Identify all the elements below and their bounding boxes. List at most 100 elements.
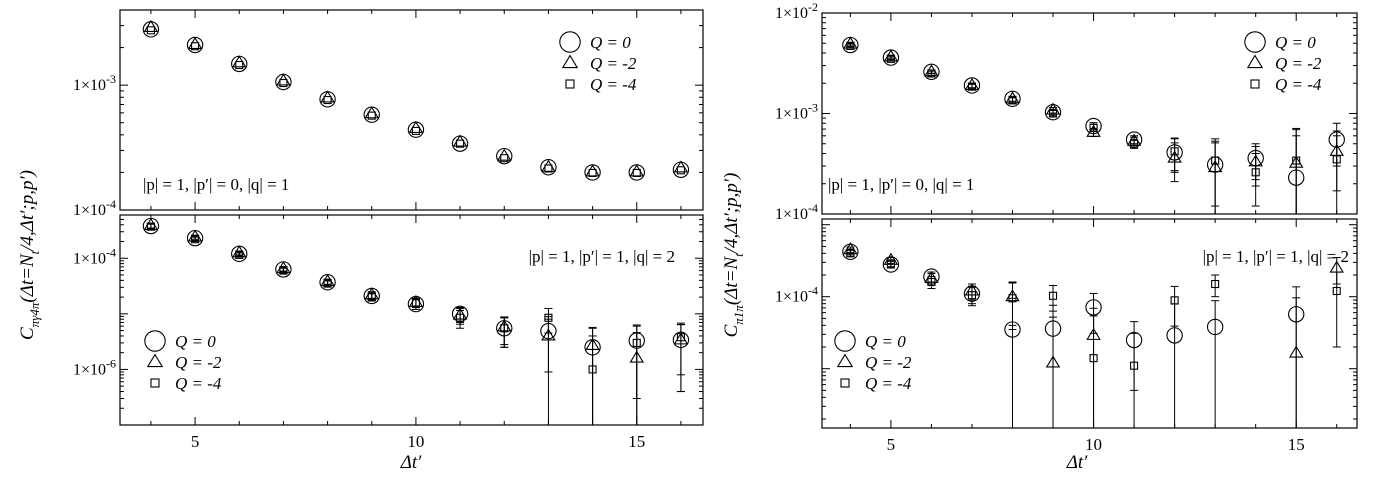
data-point-square: [191, 235, 200, 244]
data-point-square: [279, 266, 288, 275]
data-point-square: [632, 168, 641, 178]
data-point-triangle: [1045, 355, 1061, 368]
data-point-square: [1008, 96, 1017, 105]
data-point-square: [967, 291, 977, 300]
legend-label: Q = 0: [590, 33, 631, 52]
data-point-square: [279, 78, 288, 88]
left-y-axis-label: Cπγ4π(Δt=Nt/4,Δt′;p,p′): [17, 170, 42, 340]
data-point-square: [846, 41, 855, 51]
legend-marker-circle: [1244, 31, 1266, 53]
panel-frame: [119, 9, 704, 211]
panel-right-bottom: 1×10-4 5 10 15 |p| = 1, |p′| = 1, |q| = 2 Q =…: [775, 218, 1358, 454]
data-point-square: [500, 324, 509, 333]
legend-marker-square: [1250, 79, 1260, 89]
series-square: [846, 249, 1341, 428]
panel-annotation: |p| = 1, |p′| = 0, |q| = 1: [143, 175, 289, 194]
data-point-circle: [882, 256, 900, 273]
y-tick-label: 1×10-4: [775, 201, 818, 223]
data-point-square: [1048, 109, 1058, 118]
panel-annotation: |p| = 1, |p′| = 1, |q| = 2: [529, 247, 675, 266]
x-tick-label: 5: [887, 435, 896, 454]
legend-label: Q = -4: [865, 374, 912, 393]
data-point-square: [927, 69, 936, 78]
data-point-square: [1211, 156, 1220, 165]
right-x-axis-label: Δt′: [1066, 452, 1088, 473]
data-point-square: [323, 95, 332, 105]
right-y-axis-label: Cπ1π(Δt=Nt/4,Δt′;p,p′): [721, 173, 746, 338]
panel-left-top: 1×10-4 1×10-3 |p| = 1, |p′| = 0, |q| = 1 Q …: [73, 9, 704, 219]
data-point-triangle: [541, 159, 556, 172]
series-square: [146, 222, 685, 425]
data-point-square: [1170, 296, 1179, 305]
data-point-circle: [584, 164, 601, 181]
y-tick-label: 1×10-3: [73, 72, 116, 94]
left-figure: Cπγ4π(Δt=Nt/4,Δt′;p,p′) Δt′: [17, 170, 422, 473]
data-point-square: [367, 111, 376, 120]
data-point-square: [588, 365, 597, 374]
data-point-square: [1292, 156, 1301, 165]
data-point-square: [1089, 123, 1098, 132]
x-tick-label: 15: [628, 432, 645, 451]
data-point-square: [846, 249, 855, 258]
data-point-circle: [1004, 90, 1021, 108]
data-point-square: [544, 313, 553, 322]
data-point-square: [1332, 286, 1341, 296]
panel-annotation: |p| = 1, |p′| = 1, |q| = 2: [1203, 247, 1349, 266]
data-point-square: [1048, 291, 1058, 300]
legend-marker-triangle: [561, 54, 579, 69]
right-figure: Cπ1π(Δt=Nt/4,Δt′;p,p′) Δt′: [721, 173, 1088, 473]
legend-label: Q = -4: [1275, 75, 1322, 94]
legend: Q = 0 Q = -2 Q = -4: [834, 330, 912, 393]
data-point-square: [235, 60, 244, 70]
x-tick-label: 10: [407, 432, 424, 451]
data-point-square: [1089, 354, 1098, 363]
legend-label: Q = -2: [175, 353, 222, 372]
y-tick-label: 1×10-3: [775, 101, 818, 123]
y-tick-label: 1×10-4: [775, 284, 818, 306]
data-point-square: [967, 82, 977, 91]
data-point-circle: [496, 147, 513, 165]
series-circle: [842, 243, 1305, 428]
legend-label: Q = -4: [590, 75, 637, 94]
panel-right-top: 1×10-2 1×10-3 1×10-4 |p| = 1, |p′| = 0, |q|…: [775, 0, 1358, 223]
legend-label: Q = -2: [590, 54, 637, 73]
data-point-circle: [923, 63, 940, 80]
data-point-square: [1130, 139, 1139, 148]
legend-label: Q = -4: [175, 374, 222, 393]
legend-marker-circle: [144, 330, 166, 352]
data-point-circle: [963, 77, 981, 94]
series-square: [846, 41, 1341, 214]
data-point-square: [676, 166, 685, 175]
data-point-triangle: [629, 164, 645, 177]
panel-frame: [119, 214, 704, 426]
data-point-square: [544, 164, 553, 173]
data-point-square: [146, 26, 155, 35]
data-point-square: [1211, 279, 1220, 289]
data-point-square: [1008, 294, 1017, 303]
data-point-circle: [1166, 327, 1183, 344]
y-tick-label: 1×10-4: [73, 197, 116, 219]
data-point-triangle: [541, 328, 556, 341]
legend-marker-square: [565, 79, 575, 89]
data-point-square: [1332, 155, 1341, 164]
legend-label: Q = 0: [1275, 33, 1316, 52]
data-point-square: [191, 42, 200, 51]
data-point-square: [886, 259, 895, 268]
x-tick-label: 5: [191, 432, 200, 451]
legend-label: Q = 0: [175, 332, 216, 351]
data-point-square: [1130, 361, 1139, 370]
data-point-square: [323, 279, 332, 288]
data-point-square: [927, 277, 936, 287]
data-point-square: [588, 168, 597, 178]
data-point-square: [1170, 147, 1179, 156]
data-point-circle: [363, 106, 380, 123]
data-point-square: [411, 298, 420, 307]
legend-marker-triangle: [1246, 54, 1264, 69]
data-point-circle: [275, 73, 292, 91]
y-tick-label: 1×10-2: [775, 0, 818, 22]
data-point-square: [456, 139, 465, 148]
data-point-square: [886, 54, 895, 63]
data-point-square: [456, 313, 465, 322]
legend: Q = 0 Q = -2 Q = -4: [559, 31, 637, 94]
